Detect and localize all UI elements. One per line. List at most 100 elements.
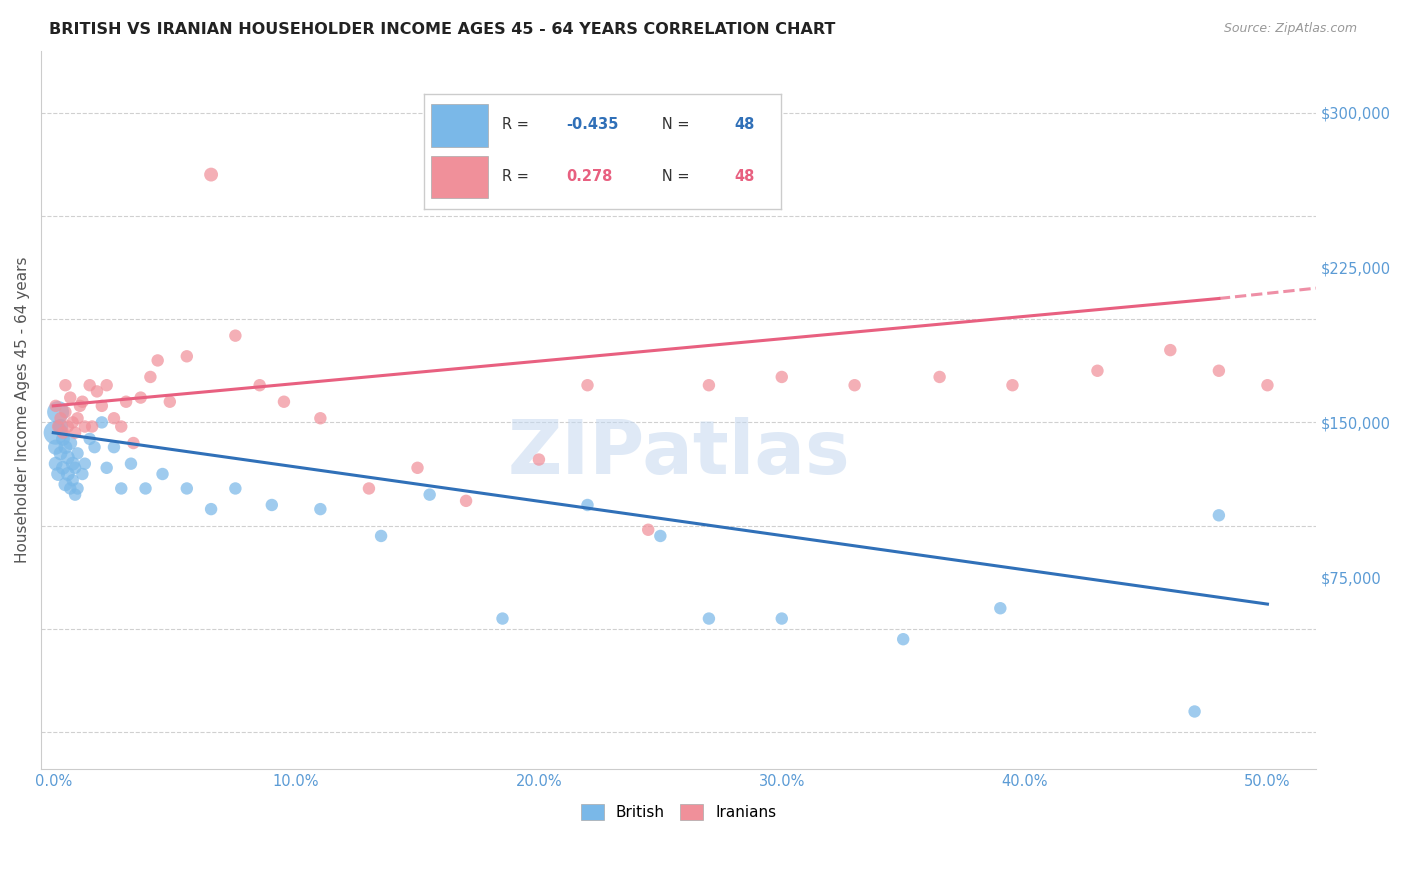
Point xyxy=(527,452,550,467)
Point xyxy=(110,482,132,496)
Point xyxy=(891,632,914,647)
Point xyxy=(146,353,169,368)
Point xyxy=(63,425,86,440)
Point xyxy=(49,446,72,460)
Point xyxy=(309,502,332,516)
Point xyxy=(176,349,198,363)
Point xyxy=(406,460,429,475)
Point xyxy=(129,391,152,405)
Point xyxy=(454,493,477,508)
Point xyxy=(697,378,720,392)
Point xyxy=(55,440,77,454)
Point xyxy=(66,411,89,425)
Point xyxy=(72,467,94,481)
Point xyxy=(176,482,198,496)
Point xyxy=(115,394,138,409)
Point xyxy=(1184,705,1206,719)
Point xyxy=(273,394,295,409)
Point xyxy=(79,432,101,446)
Point xyxy=(928,370,950,384)
Text: BRITISH VS IRANIAN HOUSEHOLDER INCOME AGES 45 - 64 YEARS CORRELATION CHART: BRITISH VS IRANIAN HOUSEHOLDER INCOME AG… xyxy=(49,22,835,37)
Point xyxy=(770,370,793,384)
Point xyxy=(46,467,69,481)
Point xyxy=(357,482,380,496)
Point xyxy=(697,611,720,625)
Point xyxy=(419,488,441,502)
Point xyxy=(1208,364,1230,378)
Point xyxy=(844,378,866,392)
Point xyxy=(59,436,82,450)
Point xyxy=(1087,364,1109,378)
Point xyxy=(46,419,69,434)
Point xyxy=(370,529,392,543)
Point xyxy=(45,457,67,471)
Point xyxy=(56,467,79,481)
Point xyxy=(52,432,75,446)
Point xyxy=(83,440,105,454)
Point xyxy=(491,611,513,625)
Point xyxy=(63,488,86,502)
Point xyxy=(309,411,332,425)
Point xyxy=(90,416,112,430)
Point xyxy=(72,394,94,409)
Point xyxy=(139,370,162,384)
Point xyxy=(159,394,181,409)
Point xyxy=(52,425,75,440)
Point xyxy=(62,473,84,487)
Point xyxy=(79,378,101,392)
Point xyxy=(103,440,125,454)
Y-axis label: Householder Income Ages 45 - 64 years: Householder Income Ages 45 - 64 years xyxy=(15,257,30,563)
Point xyxy=(1001,378,1024,392)
Point xyxy=(45,425,67,440)
Point xyxy=(49,411,72,425)
Point xyxy=(96,460,118,475)
Point xyxy=(55,378,77,392)
Point xyxy=(90,399,112,413)
Point xyxy=(59,482,82,496)
Point xyxy=(56,450,79,465)
Point xyxy=(96,378,118,392)
Point xyxy=(66,482,89,496)
Point xyxy=(52,460,75,475)
Point xyxy=(86,384,108,399)
Point xyxy=(62,457,84,471)
Point xyxy=(55,405,77,419)
Point xyxy=(1159,343,1181,357)
Point xyxy=(110,419,132,434)
Point xyxy=(63,460,86,475)
Point xyxy=(224,328,246,343)
Point xyxy=(73,419,96,434)
Point xyxy=(200,168,222,182)
Point xyxy=(135,482,157,496)
Point xyxy=(988,601,1011,615)
Point xyxy=(55,477,77,491)
Point xyxy=(45,440,67,454)
Point xyxy=(59,391,82,405)
Legend: British, Iranians: British, Iranians xyxy=(575,798,783,826)
Point xyxy=(260,498,283,512)
Text: Source: ZipAtlas.com: Source: ZipAtlas.com xyxy=(1223,22,1357,36)
Point xyxy=(69,399,91,413)
Point xyxy=(73,457,96,471)
Point xyxy=(120,457,142,471)
Point xyxy=(200,502,222,516)
Point xyxy=(45,399,67,413)
Point xyxy=(224,482,246,496)
Point xyxy=(49,419,72,434)
Point xyxy=(770,611,793,625)
Point xyxy=(46,405,69,419)
Point xyxy=(576,378,599,392)
Text: ZIPatlas: ZIPatlas xyxy=(508,417,849,490)
Point xyxy=(66,446,89,460)
Point xyxy=(650,529,672,543)
Point xyxy=(1256,378,1278,392)
Point xyxy=(103,411,125,425)
Point xyxy=(82,419,104,434)
Point xyxy=(576,498,599,512)
Point xyxy=(62,416,84,430)
Point xyxy=(122,436,145,450)
Point xyxy=(1208,508,1230,523)
Point xyxy=(152,467,174,481)
Point xyxy=(637,523,659,537)
Point xyxy=(56,419,79,434)
